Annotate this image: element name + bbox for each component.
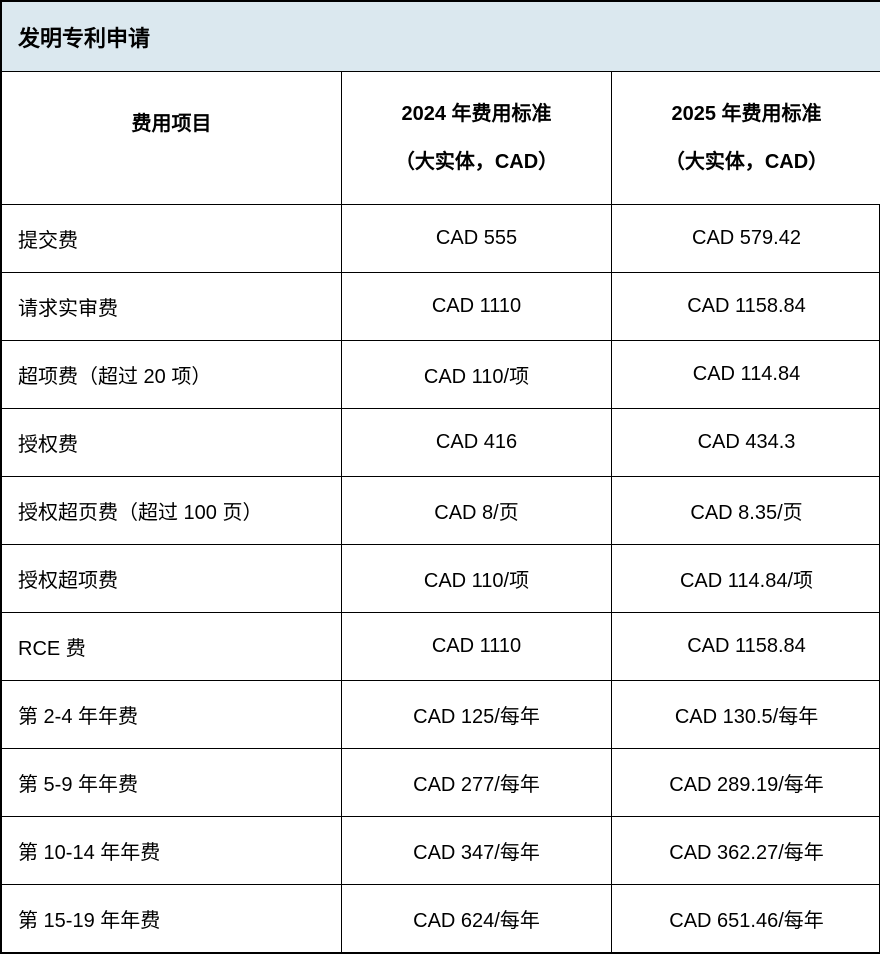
cell-label: RCE 费 [2,613,342,681]
cell-2024: CAD 125/每年 [342,681,612,749]
table-body: 提交费 CAD 555 CAD 579.42 请求实审费 CAD 1110 CA… [2,205,880,953]
cell-2025: CAD 651.46/每年 [612,885,880,953]
table-row: 提交费 CAD 555 CAD 579.42 [2,205,880,273]
table-title: 发明专利申请 [2,2,880,72]
cell-2024: CAD 1110 [342,613,612,681]
cell-2025: CAD 362.27/每年 [612,817,880,885]
cell-label: 第 2-4 年年费 [2,681,342,749]
col-header-2024-line2: （大实体，CAD） [395,151,558,173]
cell-label: 第 5-9 年年费 [2,749,342,817]
table-title-row: 发明专利申请 [2,2,880,72]
cell-2024: CAD 1110 [342,273,612,341]
cell-2024: CAD 416 [342,409,612,477]
table-row: 第 2-4 年年费 CAD 125/每年 CAD 130.5/每年 [2,681,880,749]
cell-label: 请求实审费 [2,273,342,341]
table-row: 超项费（超过 20 项） CAD 110/项 CAD 114.84 [2,341,880,409]
fee-table-container: 发明专利申请 费用项目 2024 年费用标准 （大实体，CAD） 2025 年费… [0,0,880,954]
cell-2025: CAD 289.19/每年 [612,749,880,817]
table-row: RCE 费 CAD 1110 CAD 1158.84 [2,613,880,681]
table-row: 请求实审费 CAD 1110 CAD 1158.84 [2,273,880,341]
cell-label: 授权费 [2,409,342,477]
table-row: 授权超页费（超过 100 页） CAD 8/页 CAD 8.35/页 [2,477,880,545]
cell-2025: CAD 8.35/页 [612,477,880,545]
cell-2024: CAD 8/页 [342,477,612,545]
col-header-2024: 2024 年费用标准 （大实体，CAD） [342,72,612,205]
table-row: 授权超项费 CAD 110/项 CAD 114.84/项 [2,545,880,613]
cell-label: 授权超项费 [2,545,342,613]
table-row: 第 15-19 年年费 CAD 624/每年 CAD 651.46/每年 [2,885,880,953]
col-header-2025-line2: （大实体，CAD） [665,151,828,173]
cell-2024: CAD 624/每年 [342,885,612,953]
col-header-2025: 2025 年费用标准 （大实体，CAD） [612,72,880,205]
cell-label: 第 15-19 年年费 [2,885,342,953]
cell-label: 提交费 [2,205,342,273]
cell-2024: CAD 555 [342,205,612,273]
cell-2024: CAD 110/项 [342,341,612,409]
col-header-2024-line1: 2024 年费用标准 [401,103,551,125]
cell-2025: CAD 130.5/每年 [612,681,880,749]
col-header-item: 费用项目 [2,72,342,205]
cell-2025: CAD 579.42 [612,205,880,273]
table-row: 授权费 CAD 416 CAD 434.3 [2,409,880,477]
fee-table: 发明专利申请 费用项目 2024 年费用标准 （大实体，CAD） 2025 年费… [1,1,880,953]
cell-label: 超项费（超过 20 项） [2,341,342,409]
cell-2024: CAD 277/每年 [342,749,612,817]
table-header-row: 费用项目 2024 年费用标准 （大实体，CAD） 2025 年费用标准 （大实… [2,72,880,205]
table-row: 第 10-14 年年费 CAD 347/每年 CAD 362.27/每年 [2,817,880,885]
cell-2025: CAD 1158.84 [612,273,880,341]
cell-2024: CAD 110/项 [342,545,612,613]
cell-label: 授权超页费（超过 100 页） [2,477,342,545]
cell-2025: CAD 114.84 [612,341,880,409]
table-row: 第 5-9 年年费 CAD 277/每年 CAD 289.19/每年 [2,749,880,817]
cell-label: 第 10-14 年年费 [2,817,342,885]
cell-2025: CAD 434.3 [612,409,880,477]
cell-2025: CAD 114.84/项 [612,545,880,613]
cell-2025: CAD 1158.84 [612,613,880,681]
cell-2024: CAD 347/每年 [342,817,612,885]
col-header-2025-line1: 2025 年费用标准 [671,103,821,125]
